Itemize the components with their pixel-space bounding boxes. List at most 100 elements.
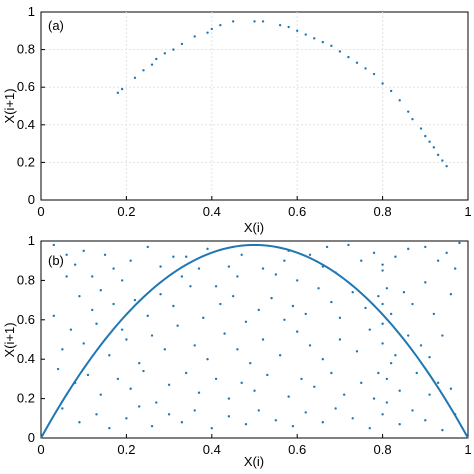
panel-b-data-point [240, 253, 243, 256]
panel-b-data-point [249, 361, 252, 365]
panel-a-data-point [313, 37, 316, 40]
panel-b-data-point [180, 275, 184, 278]
panel-a-data-point [381, 82, 384, 85]
panel-b-data-point [266, 373, 269, 377]
panel-a-data-point [411, 117, 414, 121]
panel-b-data-point [214, 285, 218, 288]
panel-a-data-point [116, 91, 120, 95]
panel-a-data-point [398, 99, 401, 102]
panel-b-data-point [138, 405, 141, 408]
panel-b-data-point [441, 428, 444, 432]
panel-b-data-point [351, 291, 354, 294]
panel-a-data-point [155, 57, 158, 61]
panel-a-data-point [364, 67, 367, 70]
panel-a-xtick-label: 0.4 [203, 204, 221, 219]
panel-a-data-point [206, 31, 209, 34]
panel-b-data-point [377, 371, 380, 375]
panel-a-data-point [330, 44, 333, 48]
panel-b-data-point [436, 381, 440, 385]
panel-b-data-point [257, 409, 260, 412]
panel-b-data-point [419, 344, 423, 347]
panel-b-ytick-label: 0.6 [17, 312, 35, 327]
panel-b-data-point [385, 377, 389, 381]
panel-b-data-point [227, 265, 231, 268]
panel-b-data-point [402, 291, 406, 294]
panel-b-data-point [202, 316, 205, 320]
panel-b-data-point [372, 251, 376, 255]
panel-b-data-point [95, 413, 98, 416]
panel-b-data-point [61, 407, 64, 410]
panel-b-data-point [99, 289, 102, 292]
panel-a-data-point [355, 61, 359, 64]
panel-b-data-point [146, 245, 149, 249]
panel-b-data-point [411, 409, 414, 412]
panel-b-data-point [347, 243, 350, 247]
panel-b-data-point [381, 269, 384, 272]
panel-a-data-point [432, 146, 436, 149]
panel-b: 0 0.2 0.4 0.6 0.8 1 0 0.2 0.4 0.6 0.8 1 (b) X(i) X(… [2, 233, 472, 469]
panel-b-data-point [415, 371, 418, 375]
panel-b-data-point [120, 328, 124, 331]
panel-b-data-point [428, 356, 431, 359]
panel-b-data-point [381, 342, 384, 345]
panel-b-data-point [210, 426, 213, 430]
panel-b-data-point [146, 314, 149, 318]
panel-a: 0 0.2 0.4 0.6 0.8 1 0 0.2 0.4 0.6 0.8 1 (a) X(i) X(… [2, 4, 472, 235]
panel-b-data-point [321, 358, 325, 361]
panel-b-data-point [364, 306, 367, 310]
panel-b-data-point [180, 421, 184, 424]
panel-b-ticks: 0 0.2 0.4 0.6 0.8 1 0 0.2 0.4 0.6 0.8 1 [17, 233, 472, 457]
panel-b-data-point [214, 377, 218, 381]
panel-b-data-point [244, 423, 248, 426]
panel-a-data-point [338, 50, 342, 53]
panel-b-data-point [91, 275, 94, 278]
panel-a-ytick-label: 0.6 [17, 79, 35, 94]
panel-b-data-point [150, 334, 154, 337]
panel-b-data-point [150, 424, 154, 428]
panel-b-data-point [73, 263, 77, 266]
panel-b-data-point [360, 259, 363, 262]
panel-b-data-point [142, 369, 145, 373]
panel-b-data-point [355, 350, 359, 353]
panel-a-xtick-label: 1 [464, 204, 471, 219]
panel-a-data-point [389, 89, 393, 93]
panel-a-xtick-label: 0 [37, 204, 44, 219]
panel-b-points [52, 241, 461, 432]
panel-b-data-point [424, 281, 427, 284]
panel-a-data-point [253, 20, 256, 23]
panel-b-data-point [436, 259, 440, 262]
panel-b-data-point [206, 247, 209, 251]
panel-b-data-point [231, 294, 235, 298]
panel-b-data-point [321, 421, 325, 424]
panel-b-data-point [184, 371, 188, 375]
panel-a-data-point [231, 20, 235, 23]
panel-a-data-point [445, 164, 448, 168]
panel-a-data-point [172, 48, 175, 51]
panel-b-data-point [445, 251, 448, 255]
panel-b-xtick-label: 0.2 [117, 442, 135, 457]
panel-b-data-point [458, 241, 461, 245]
panel-b-data-point [103, 253, 107, 256]
panel-a-ticks: 0 0.2 0.4 0.6 0.8 1 0 0.2 0.4 0.6 0.8 1 [17, 4, 472, 219]
panel-b-data-point [424, 245, 427, 249]
panel-b-data-point [112, 267, 115, 270]
panel-b-data-point [112, 302, 115, 306]
panel-b-xlabel: X(i) [244, 454, 264, 469]
panel-a-data-point [210, 27, 213, 31]
panel-b-data-point [308, 253, 312, 256]
panel-b-data-point [257, 308, 260, 312]
panel-a-data-point [436, 153, 440, 157]
panel-b-data-point [300, 377, 303, 381]
panel-b-xtick-label: 0.6 [288, 442, 306, 457]
panel-b-data-point [86, 373, 90, 377]
panel-b-plot-area [40, 240, 469, 439]
panel-b-data-point [167, 383, 171, 387]
panel-b-data-point [120, 279, 124, 282]
panel-b-data-point [244, 320, 248, 323]
panel-b-data-point [261, 267, 265, 270]
panel-b-data-point [197, 391, 201, 394]
panel-b-data-point [193, 409, 196, 412]
panel-b-data-point [304, 312, 307, 316]
panel-b-data-point [372, 397, 376, 400]
